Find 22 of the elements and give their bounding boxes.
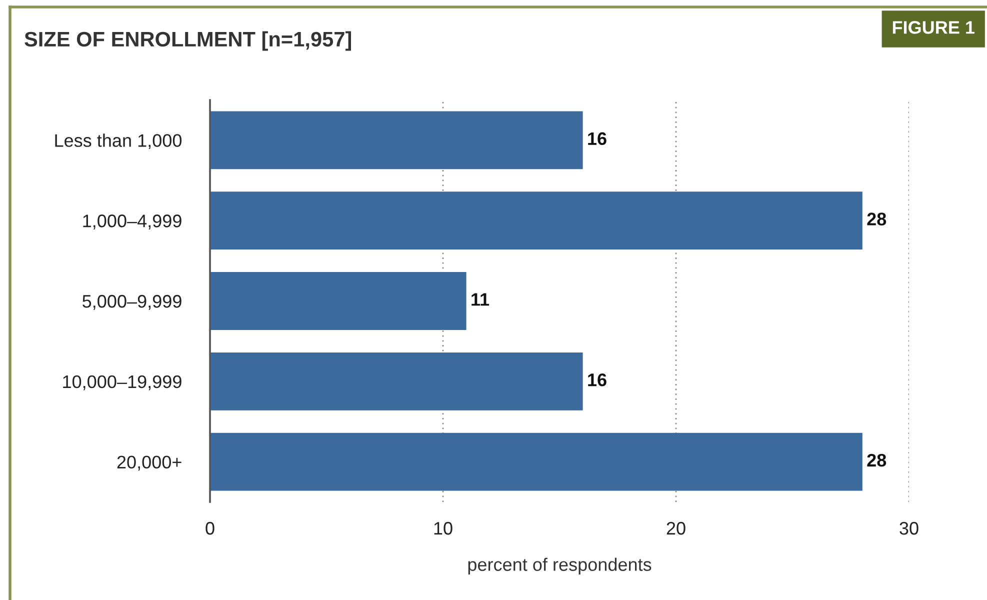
bar xyxy=(210,192,862,250)
data-label: 28 xyxy=(867,454,886,467)
y-tick-label: 1,000–4,999 xyxy=(83,214,182,230)
caption: FIGURE 1 xyxy=(892,21,974,34)
y-tick-label: 20,000+ xyxy=(117,456,182,471)
bar xyxy=(210,352,583,410)
data-label: 16 xyxy=(588,373,606,386)
y-tick-label: Less than 1,000 xyxy=(55,134,182,150)
bar xyxy=(210,432,862,491)
y-tick-label: 5,000–9,999 xyxy=(82,294,182,310)
x-axis-title: percent of respondents xyxy=(468,558,652,575)
x-tick-label: 0 xyxy=(206,522,214,535)
data-label: 16 xyxy=(588,132,606,146)
chart-title: SIZE OF ENROLLMENT [n=1,957] xyxy=(24,31,351,51)
bar xyxy=(210,272,466,330)
y-tick-label: 10,000–19,999 xyxy=(63,375,182,390)
x-tick-label: 20 xyxy=(666,522,686,535)
x-tick-label: 30 xyxy=(900,522,918,535)
data-label: 28 xyxy=(867,212,886,226)
bar xyxy=(210,111,583,170)
data-label: 11 xyxy=(472,293,490,306)
x-tick-label: 10 xyxy=(434,522,452,535)
